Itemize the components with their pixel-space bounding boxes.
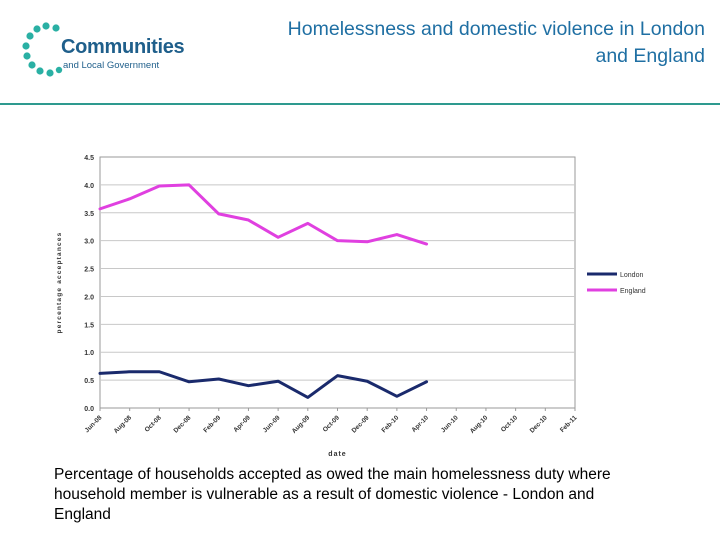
x-tick-label: Feb-11 bbox=[559, 414, 579, 434]
x-tick-label: Aug-08 bbox=[113, 414, 134, 435]
x-tick-label: Jun-10 bbox=[440, 414, 460, 434]
plot-area bbox=[99, 156, 576, 409]
y-tick-label: 2.0 bbox=[84, 294, 94, 301]
logo-dot bbox=[55, 66, 63, 74]
y-tick-label: 3.0 bbox=[84, 239, 94, 246]
x-axis-label: date bbox=[328, 451, 346, 458]
x-tick-label: Aug-09 bbox=[291, 414, 312, 435]
logo-title: Communities bbox=[61, 36, 185, 58]
logo-dot bbox=[42, 22, 50, 30]
x-tick-label: Apr-09 bbox=[232, 414, 252, 434]
x-tick-label: Jun-09 bbox=[262, 414, 282, 434]
header-divider bbox=[0, 103, 720, 105]
x-tick-label: Dec-09 bbox=[351, 414, 371, 434]
slide-title-line-1: Homelessness and domestic violence in Lo… bbox=[287, 18, 705, 40]
slide-caption: Percentage of households accepted as owe… bbox=[54, 466, 611, 523]
series-line-england bbox=[98, 183, 429, 246]
y-tick-label: 4.5 bbox=[84, 155, 94, 162]
logo-dot bbox=[36, 67, 44, 75]
x-tick-label: Oct-10 bbox=[500, 414, 520, 434]
y-tick-label: 3.5 bbox=[84, 211, 94, 218]
logo-dot bbox=[23, 52, 31, 60]
x-tick-label: Oct-08 bbox=[144, 414, 164, 434]
y-tick-label: 0.5 bbox=[84, 378, 94, 385]
x-tick-label: Feb-09 bbox=[202, 414, 222, 434]
y-tick-label: 1.0 bbox=[84, 350, 94, 357]
logo-dot bbox=[46, 69, 54, 77]
line-chart: 0.0 0.5 1.0 1.5 2.0 2.5 3.0 3.5 4.0 4.5 Jun-08 Aug-… bbox=[56, 155, 646, 458]
x-tick-label: Apr-10 bbox=[410, 414, 430, 434]
x-tick-label: Feb-10 bbox=[381, 414, 401, 434]
x-tick-label: Aug-10 bbox=[469, 414, 490, 435]
logo-dot bbox=[52, 24, 60, 32]
x-tick-label: Dec-10 bbox=[529, 414, 549, 434]
y-tick-label: 4.0 bbox=[84, 183, 94, 190]
logo-dot bbox=[26, 32, 34, 40]
logo-dots-icon bbox=[22, 22, 63, 77]
y-axis-label: percentage acceptances bbox=[56, 232, 63, 334]
legend-label: England bbox=[620, 288, 646, 295]
logo-dot bbox=[28, 61, 36, 69]
x-tick-label: Jun-08 bbox=[84, 414, 104, 434]
x-tick-label: Oct-09 bbox=[322, 414, 342, 434]
legend-label: London bbox=[620, 272, 643, 279]
x-tick-label: Dec-08 bbox=[172, 414, 192, 434]
y-tick-label: 0.0 bbox=[84, 406, 94, 413]
logo: Communities and Local Government bbox=[20, 20, 195, 82]
slide-title-line-2: and England bbox=[595, 45, 705, 67]
y-tick-label: 1.5 bbox=[84, 322, 94, 329]
series-line-london bbox=[98, 370, 429, 399]
logo-dot bbox=[22, 42, 30, 50]
logo-dot bbox=[33, 25, 41, 33]
logo-subtitle: and Local Government bbox=[63, 60, 160, 71]
y-tick-label: 2.5 bbox=[84, 267, 94, 274]
slide-title: Homelessness and domestic violence in Lo… bbox=[185, 16, 705, 70]
